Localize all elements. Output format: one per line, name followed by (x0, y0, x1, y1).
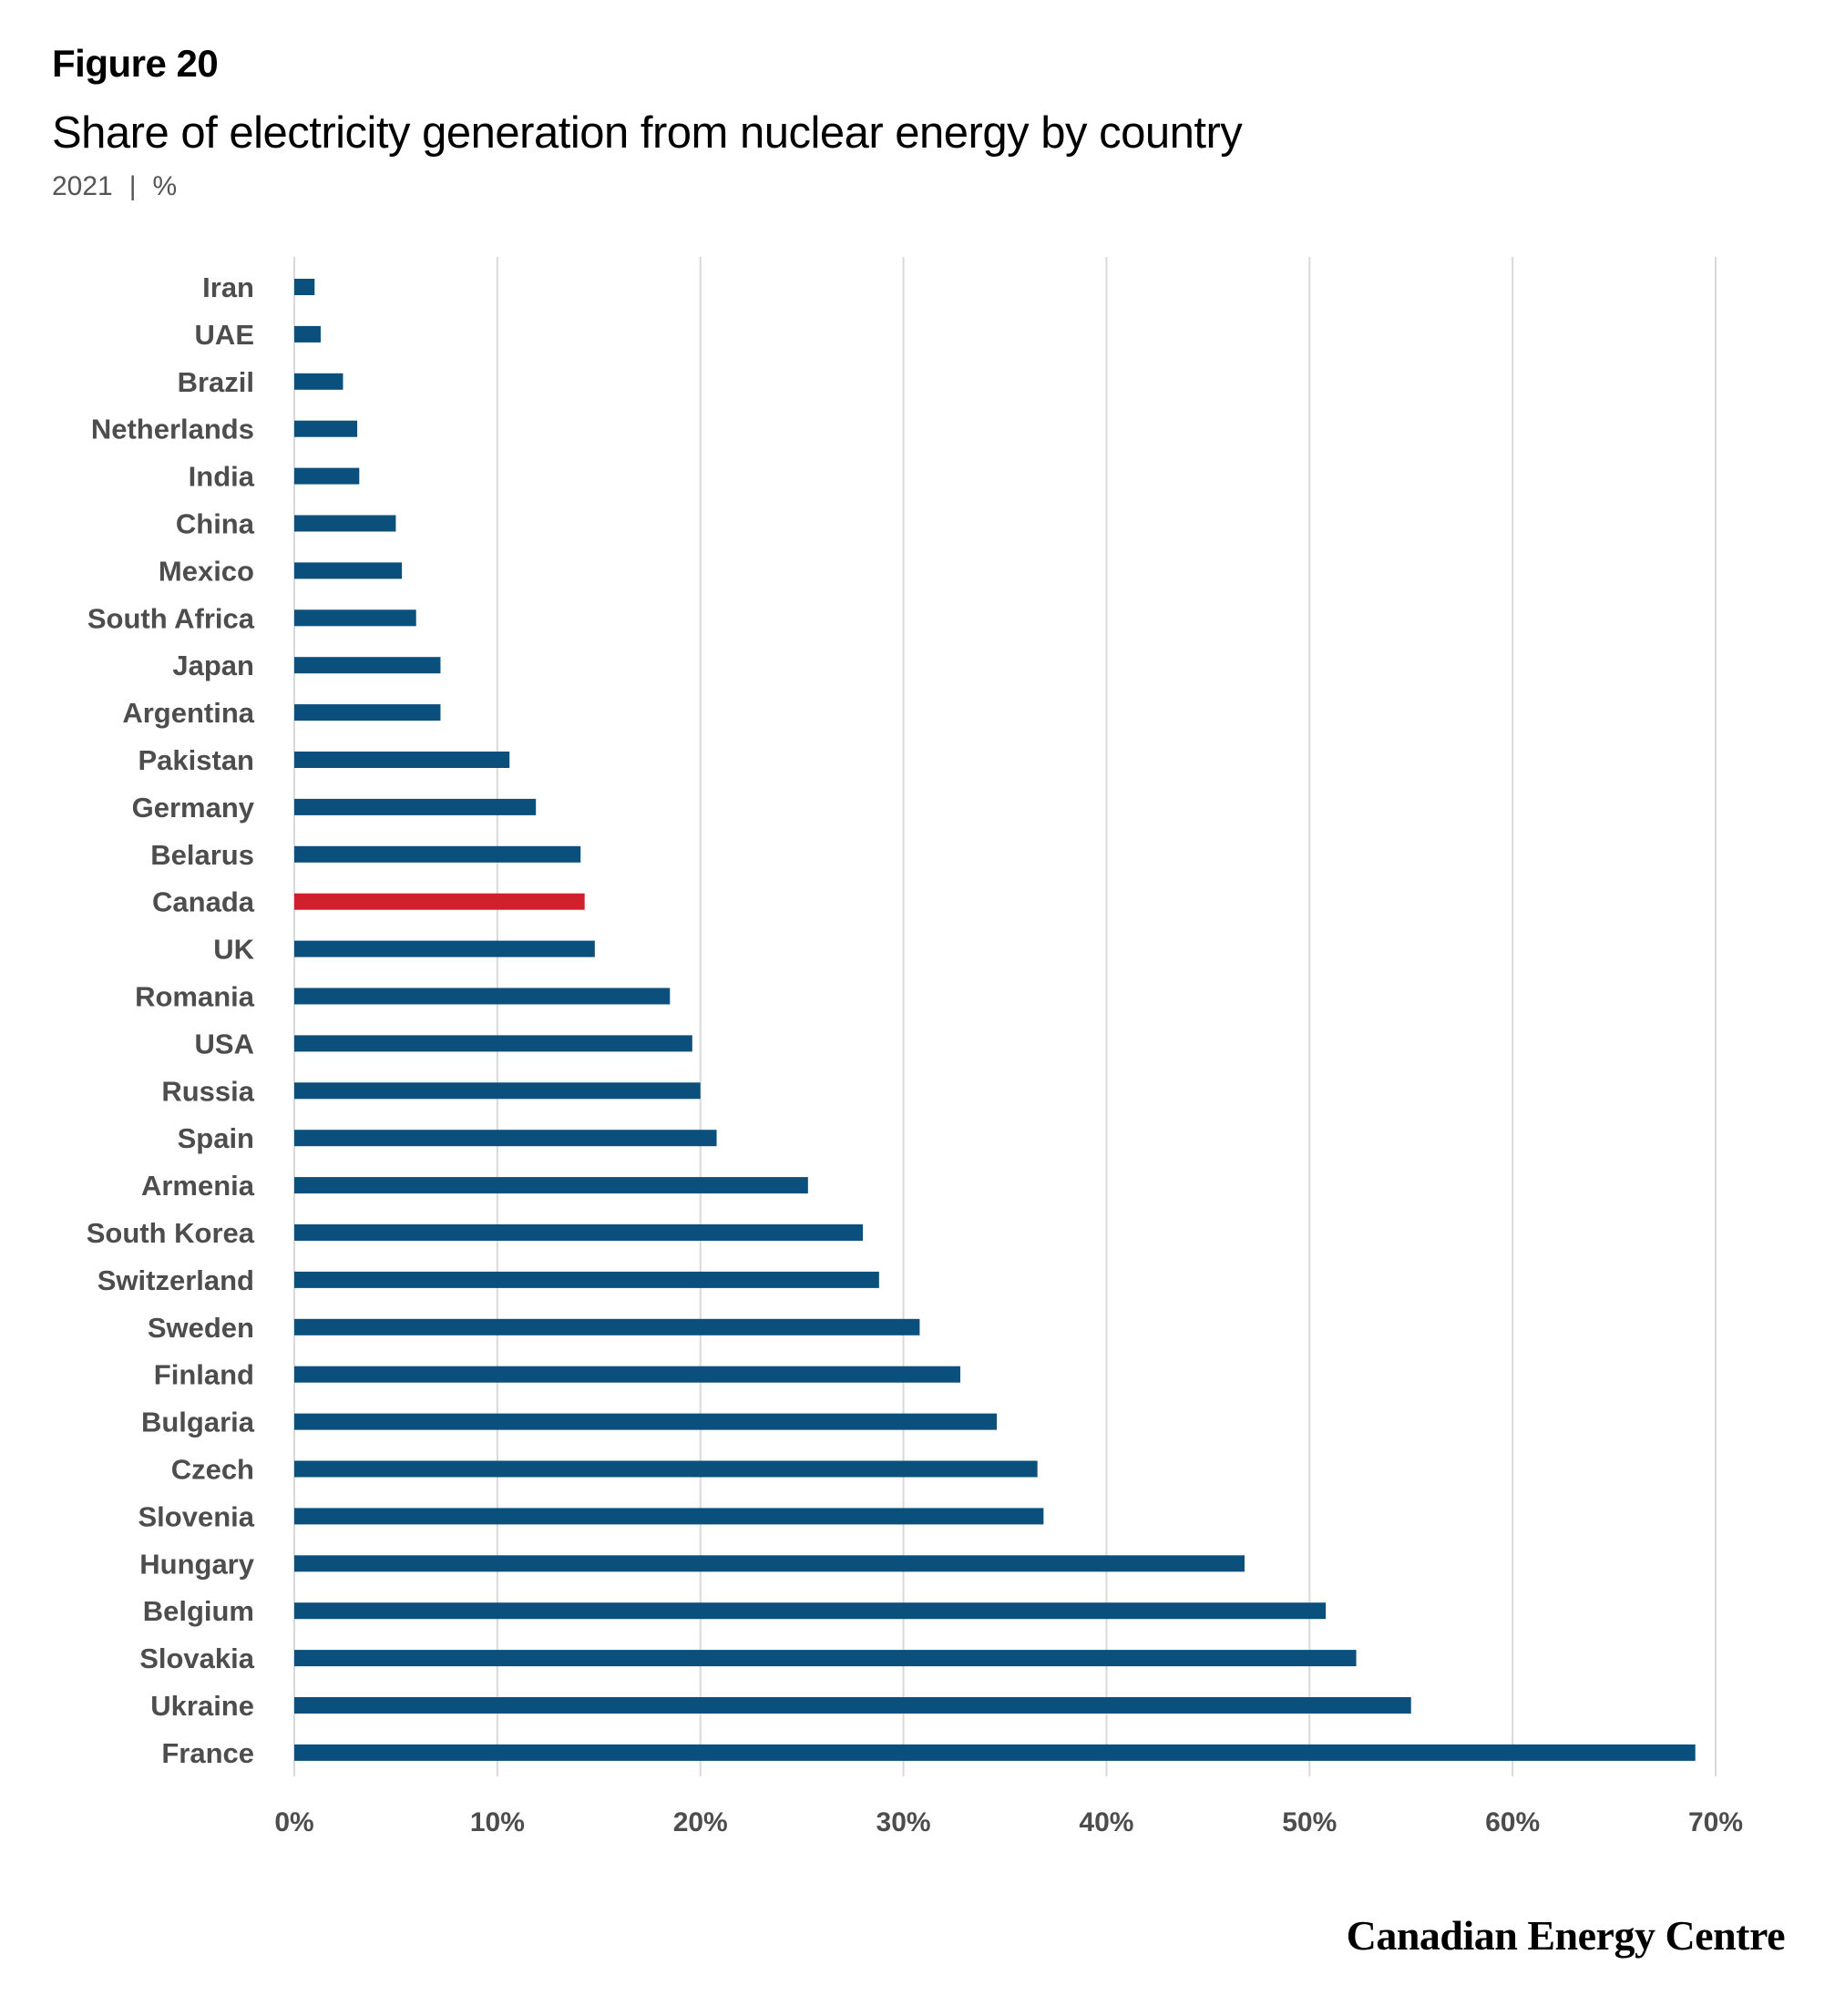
category-label: France (161, 1737, 254, 1769)
bar (294, 752, 510, 768)
bar (294, 704, 441, 721)
category-label: Czech (171, 1454, 254, 1486)
bar (294, 1130, 717, 1147)
chart-title: Share of electricity generation from nuc… (52, 108, 1243, 158)
figure-label: Figure 20 (52, 42, 219, 85)
category-label: UAE (195, 319, 254, 351)
bar (294, 279, 315, 295)
bar (294, 1508, 1044, 1525)
x-tick-label: 70% (1688, 1807, 1743, 1837)
x-tick-label: 60% (1485, 1807, 1540, 1837)
category-label: Switzerland (97, 1264, 254, 1296)
category-label: Slovakia (139, 1642, 255, 1674)
x-tick-label: 30% (876, 1807, 931, 1837)
bar (294, 657, 441, 674)
brand-logo: Canadian Energy Centre (1346, 1912, 1786, 1959)
subtitle-year: 2021 (52, 171, 113, 201)
bar (294, 798, 537, 815)
bar (294, 940, 595, 957)
category-label: Belgium (143, 1595, 254, 1627)
category-label: Russia (161, 1075, 254, 1107)
category-label: Brazil (178, 366, 254, 398)
bar (294, 1650, 1357, 1667)
category-label: Netherlands (91, 414, 254, 445)
bar (294, 1744, 1696, 1761)
bar (294, 1460, 1038, 1478)
category-label: Iran (202, 271, 254, 303)
bar (294, 1271, 879, 1288)
bar-highlight (294, 893, 585, 910)
bar (294, 1082, 701, 1100)
category-label: Ukraine (150, 1690, 254, 1722)
bar (294, 562, 403, 579)
bar (294, 1366, 960, 1383)
x-tick-label: 40% (1079, 1807, 1133, 1837)
x-tick-label: 10% (470, 1807, 525, 1837)
category-label: India (189, 461, 255, 493)
bar (294, 515, 396, 532)
category-label: UK (213, 934, 254, 966)
category-label: Hungary (139, 1548, 255, 1580)
bar-chart: 0% 10% 20% 30% 40% 50% 60% 70% Iran UAE Brazil Neth… (87, 257, 1743, 1837)
category-label: South Africa (87, 602, 255, 634)
category-label: Sweden (148, 1312, 254, 1344)
category-label: Slovenia (138, 1500, 255, 1532)
bar (294, 988, 671, 1005)
category-label: Germany (132, 792, 255, 824)
subtitle-separator: | (128, 171, 137, 201)
category-label: China (176, 508, 255, 540)
bar (294, 1697, 1411, 1714)
bar (294, 1413, 998, 1430)
bar (294, 325, 321, 343)
x-tick-label: 20% (673, 1807, 728, 1837)
category-label: Japan (172, 650, 254, 681)
bar (294, 373, 343, 390)
category-label: USA (195, 1028, 254, 1059)
bar (294, 1224, 863, 1241)
bar (294, 1177, 808, 1194)
category-label: South Korea (87, 1217, 255, 1249)
bar (294, 609, 416, 627)
bar (294, 845, 581, 863)
category-label: Argentina (122, 697, 254, 729)
category-label: Spain (178, 1122, 254, 1154)
bar (294, 467, 360, 485)
category-label: Belarus (150, 839, 254, 871)
subtitle-unit: % (152, 171, 178, 201)
chart-subtitle: 2021 |% (52, 171, 177, 202)
category-label: Mexico (159, 555, 254, 587)
category-label: Canada (152, 886, 255, 918)
category-label: Finland (154, 1359, 254, 1391)
x-tick-label: 50% (1282, 1807, 1337, 1837)
bar (294, 1602, 1327, 1620)
category-label: Pakistan (138, 744, 254, 776)
bar (294, 1035, 692, 1052)
category-label: Romania (135, 981, 255, 1013)
bar (294, 420, 358, 437)
bar (294, 1555, 1245, 1572)
category-label: Bulgaria (141, 1407, 255, 1438)
x-tick-label: 0% (274, 1807, 313, 1837)
bar (294, 1318, 920, 1335)
category-label: Armenia (141, 1170, 255, 1202)
